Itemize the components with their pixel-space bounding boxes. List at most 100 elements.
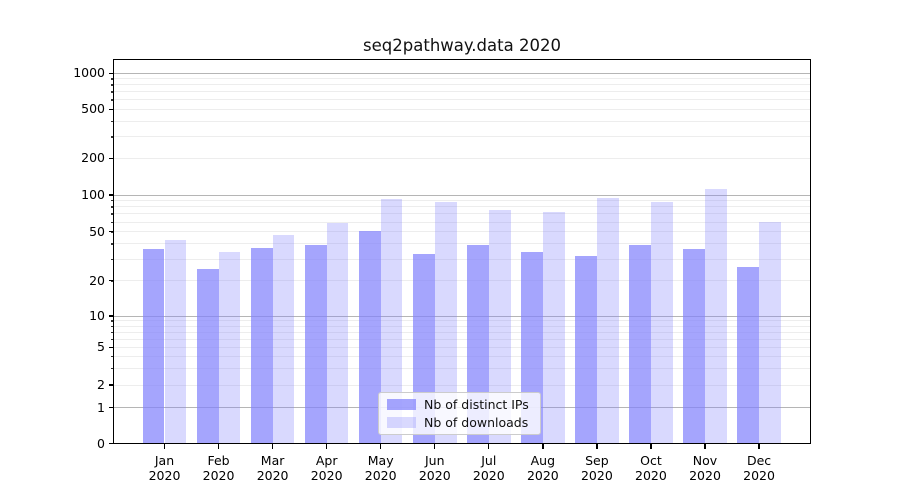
x-tick-year: 2020: [364, 468, 397, 483]
legend-item-downloads: Nb of downloads: [387, 415, 532, 430]
bar-downloads: [488, 210, 511, 444]
bar-downloads: [705, 188, 727, 444]
x-tick-month: Mar: [260, 452, 285, 468]
x-tick-month: Jan: [154, 452, 175, 468]
bar-downloads: [542, 212, 565, 444]
x-tick-label: Aug 2020: [516, 453, 570, 484]
x-tick-month: Feb: [207, 452, 230, 468]
x-tick-mark: [596, 444, 598, 449]
bar-distinct-ips: [629, 244, 651, 444]
x-tick-label: Jan 2020: [138, 453, 192, 484]
x-tick-month: Aug: [530, 452, 556, 468]
gridline-major: [113, 194, 811, 196]
gridline-minor: [113, 206, 811, 208]
y-minor-tick-mark: [110, 231, 113, 233]
y-minor-tick-mark: [110, 78, 113, 80]
x-tick-label: Feb 2020: [192, 453, 246, 484]
gridline-major: [113, 72, 811, 74]
bar-downloads: [164, 239, 187, 444]
x-tick-label: Mar 2020: [246, 453, 300, 484]
x-tick-month: Oct: [640, 452, 662, 468]
y-tick-label: 5: [97, 339, 105, 355]
x-tick-year: 2020: [472, 468, 505, 483]
legend-item-distinct-ips: Nb of distinct IPs: [387, 397, 532, 412]
gridline-minor: [113, 99, 811, 101]
y-minor-tick-mark: [110, 213, 113, 215]
x-tick-year: 2020: [202, 468, 235, 483]
bar-downloads: [218, 252, 241, 444]
x-tick-year: 2020: [256, 468, 289, 483]
y-tick-mark: [108, 315, 113, 317]
gridline-minor: [113, 231, 811, 233]
y-minor-tick-mark: [110, 91, 113, 93]
y-minor-tick-mark: [110, 325, 113, 327]
y-minor-tick-mark: [110, 84, 113, 86]
legend: Nb of distinct IPs Nb of downloads: [378, 392, 541, 435]
legend-label-downloads: Nb of downloads: [424, 415, 529, 430]
y-tick-label: 200: [81, 150, 105, 166]
gridline-minor: [113, 221, 811, 223]
gridline-minor: [113, 320, 811, 322]
bar-downloads: [272, 235, 295, 444]
gridline-minor: [113, 120, 811, 122]
gridline-minor: [113, 338, 811, 340]
x-tick-month: Jun: [424, 452, 445, 468]
x-tick-mark: [704, 444, 706, 449]
y-minor-tick-mark: [110, 384, 113, 386]
chart-title: seq2pathway.data 2020: [363, 36, 561, 55]
y-minor-tick-mark: [110, 320, 113, 322]
y-tick-label: 1: [97, 399, 105, 415]
y-minor-tick-mark: [110, 346, 113, 349]
x-tick-year: 2020: [148, 468, 181, 483]
gridline-minor: [113, 91, 811, 93]
legend-label-distinct-ips: Nb of distinct IPs: [424, 397, 529, 412]
y-tick-mark: [108, 194, 113, 196]
y-minor-tick-mark: [110, 355, 113, 358]
x-tick-mark: [542, 444, 544, 449]
legend-swatch-distinct-ips: [387, 399, 416, 410]
gridline-major: [113, 315, 811, 317]
bar-downloads: [434, 201, 457, 444]
x-tick-label: Apr 2020: [300, 453, 354, 484]
x-tick-mark: [380, 444, 382, 449]
gridline-minor: [113, 384, 811, 386]
x-tick-year: 2020: [310, 468, 343, 483]
x-tick-mark: [650, 444, 652, 449]
gridline-minor: [113, 367, 811, 369]
x-tick-month: Sep: [585, 452, 609, 468]
gridline-minor: [113, 280, 811, 282]
y-minor-tick-mark: [110, 280, 113, 282]
gridline-minor: [113, 200, 811, 202]
x-tick-mark: [217, 444, 220, 449]
y-minor-tick-mark: [110, 243, 113, 245]
gridline-minor: [113, 346, 811, 348]
x-tick-month: Apr: [315, 452, 338, 468]
x-tick-month: Dec: [746, 452, 772, 468]
y-tick-label: 2: [97, 377, 105, 392]
bar-distinct-ips: [683, 249, 705, 444]
y-tick-mark: [108, 72, 113, 74]
y-minor-tick-mark: [110, 157, 113, 160]
y-minor-tick-mark: [110, 120, 113, 123]
y-minor-tick-mark: [110, 108, 113, 111]
y-minor-tick-mark: [110, 367, 113, 370]
x-tick-year: 2020: [526, 468, 559, 483]
gridline-minor: [113, 355, 811, 357]
bar-distinct-ips: [196, 268, 219, 444]
gridline-minor: [113, 78, 811, 80]
gridline-minor: [113, 136, 811, 138]
y-tick-label: 0: [97, 435, 105, 451]
gridline-minor: [113, 258, 811, 260]
x-tick-label: May 2020: [354, 453, 408, 484]
x-tick-label: Nov 2020: [678, 453, 732, 484]
gridline-minor: [113, 213, 811, 215]
y-tick-label: 500: [81, 101, 105, 117]
x-tick-year: 2020: [418, 468, 451, 483]
gridline-minor: [113, 243, 811, 245]
x-tick-year: 2020: [635, 468, 667, 483]
gridline-minor: [113, 84, 811, 86]
y-minor-tick-mark: [110, 331, 113, 333]
x-tick-mark: [488, 444, 490, 449]
bar-distinct-ips: [575, 255, 597, 444]
